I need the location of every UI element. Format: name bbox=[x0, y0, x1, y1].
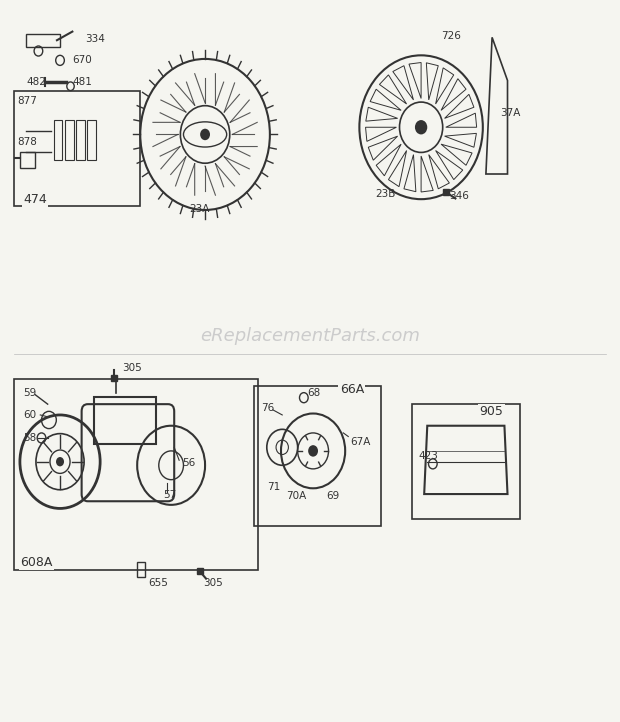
Text: 423: 423 bbox=[418, 451, 438, 461]
Text: 58: 58 bbox=[23, 433, 36, 443]
Text: 37A: 37A bbox=[500, 108, 520, 118]
Text: 905: 905 bbox=[480, 405, 503, 418]
Bar bbox=[87, 120, 96, 160]
Text: 59: 59 bbox=[23, 388, 36, 399]
Text: 71: 71 bbox=[267, 482, 280, 492]
Circle shape bbox=[56, 457, 64, 466]
Text: 305: 305 bbox=[122, 363, 141, 373]
Text: 70A: 70A bbox=[286, 491, 307, 501]
Bar bbox=[76, 120, 85, 160]
Bar bbox=[137, 562, 145, 577]
Text: 877: 877 bbox=[17, 95, 37, 105]
Circle shape bbox=[308, 445, 318, 456]
Text: 878: 878 bbox=[17, 136, 37, 147]
Text: 726: 726 bbox=[441, 31, 461, 41]
Text: 76: 76 bbox=[260, 403, 274, 413]
Text: 57: 57 bbox=[163, 490, 176, 500]
Bar bbox=[26, 34, 60, 47]
Text: 305: 305 bbox=[203, 578, 223, 588]
Text: 608A: 608A bbox=[20, 556, 52, 569]
Text: 68: 68 bbox=[307, 388, 320, 399]
Text: 67A: 67A bbox=[350, 437, 371, 446]
Text: 66A: 66A bbox=[340, 383, 364, 396]
Circle shape bbox=[415, 120, 427, 134]
Text: 23B: 23B bbox=[375, 189, 395, 199]
Text: 670: 670 bbox=[73, 56, 92, 66]
Text: 334: 334 bbox=[85, 34, 105, 44]
Bar bbox=[65, 120, 74, 160]
Text: 69: 69 bbox=[327, 491, 340, 501]
Text: 346: 346 bbox=[449, 191, 469, 201]
Text: 60: 60 bbox=[23, 410, 36, 420]
Text: 474: 474 bbox=[23, 193, 46, 206]
Text: 482: 482 bbox=[26, 77, 46, 87]
Text: eReplacementParts.com: eReplacementParts.com bbox=[200, 327, 420, 345]
Circle shape bbox=[200, 129, 210, 140]
Bar bbox=[94, 397, 156, 444]
Text: 481: 481 bbox=[73, 77, 92, 87]
Text: 655: 655 bbox=[148, 578, 168, 588]
Text: 23A: 23A bbox=[190, 204, 210, 214]
Bar bbox=[54, 120, 63, 160]
Bar bbox=[20, 152, 35, 168]
Text: 56: 56 bbox=[182, 458, 195, 468]
